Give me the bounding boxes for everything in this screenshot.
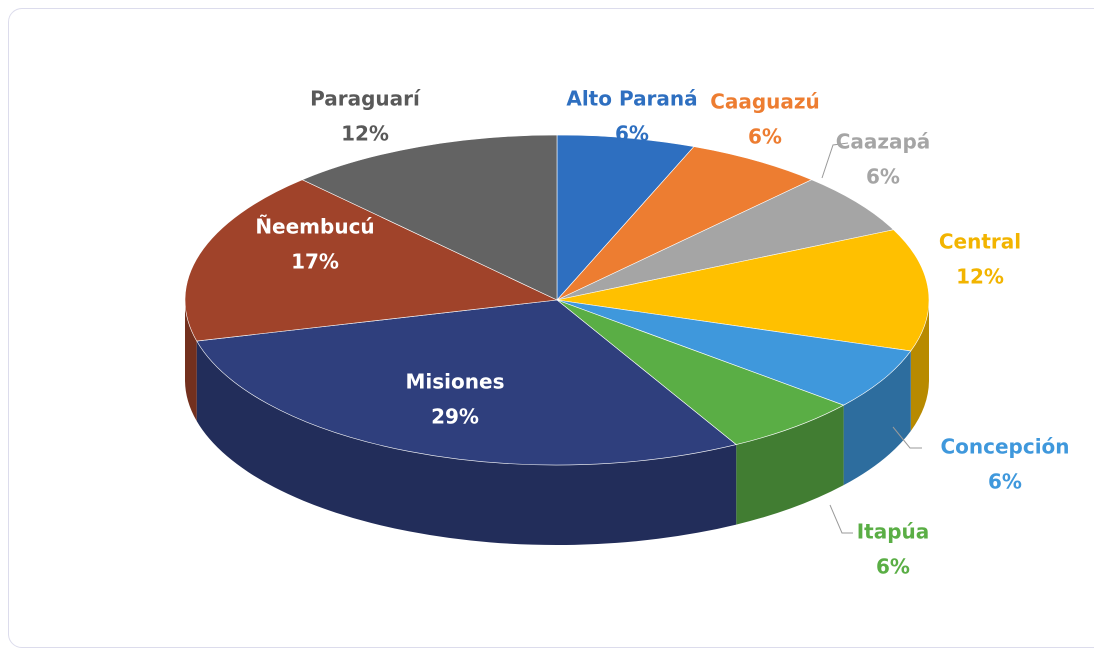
slice-value-label: 12% xyxy=(341,122,389,146)
slice xyxy=(556,299,912,406)
slice xyxy=(301,134,558,301)
slice-value-label: 6% xyxy=(615,122,649,146)
slice-value-label: 29% xyxy=(431,405,479,429)
slice-value-label: 6% xyxy=(748,125,782,149)
chart: Alto Paraná 6% Caaguazú 6% Caazapá 6% Central 1… xyxy=(184,87,1070,579)
slice-label: Ñeembucú xyxy=(255,215,374,239)
leader-line xyxy=(821,142,849,179)
slice xyxy=(556,299,845,445)
slice xyxy=(556,134,695,301)
slice xyxy=(556,146,813,301)
slice-label: Caaguazú xyxy=(710,90,820,114)
slice-label: Central xyxy=(939,230,1021,254)
slice xyxy=(556,179,895,301)
slice-label: Caazapá xyxy=(836,130,931,154)
slice xyxy=(556,229,930,352)
slice-value-label: 6% xyxy=(866,165,900,189)
slice-value-label: 6% xyxy=(988,470,1022,494)
slice xyxy=(196,299,737,466)
slice-side xyxy=(196,341,737,545)
slice-value-label: 17% xyxy=(291,250,339,274)
leader-line xyxy=(829,504,853,534)
slice-side xyxy=(736,405,844,525)
slice-side xyxy=(910,300,929,431)
slice-side xyxy=(185,300,197,422)
slice-label: Alto Paraná xyxy=(566,87,697,111)
slice-label: Paraguarí xyxy=(310,87,421,111)
slice-label: Concepción xyxy=(940,435,1069,459)
slice xyxy=(184,179,559,342)
slice-label: Itapúa xyxy=(857,520,930,544)
slice-value-label: 12% xyxy=(956,265,1004,289)
slice-side xyxy=(843,350,911,486)
slice-label: Misiones xyxy=(406,370,505,394)
leader-line xyxy=(892,426,922,449)
slice-value-label: 6% xyxy=(876,555,910,579)
